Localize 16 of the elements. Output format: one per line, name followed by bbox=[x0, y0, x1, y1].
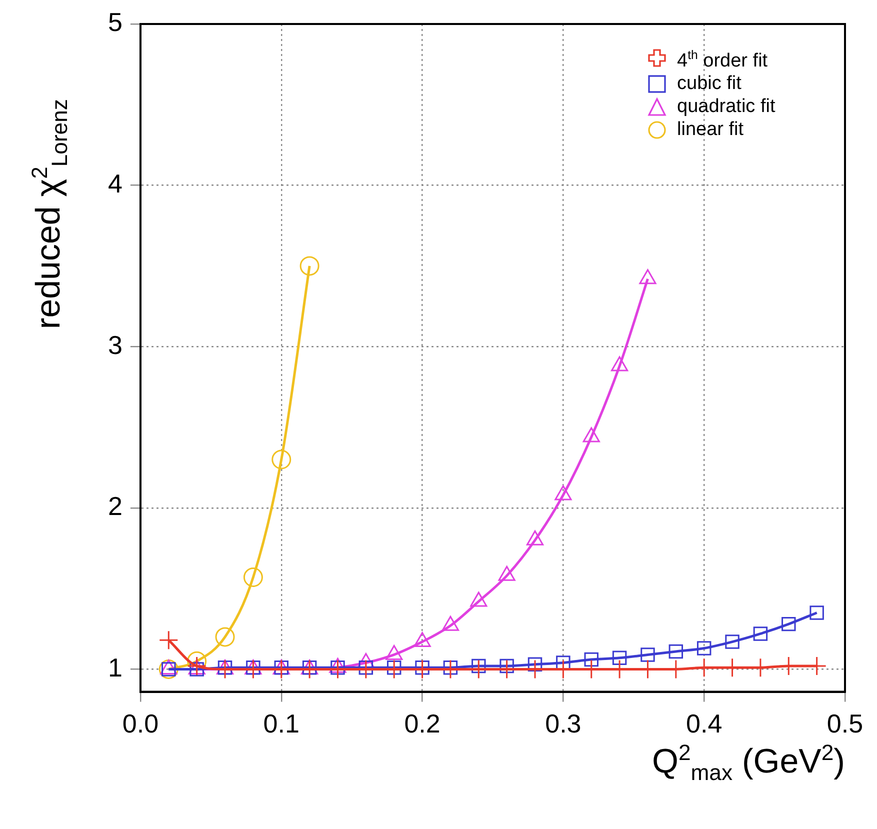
x-axis-title: Q$^{2}$$_{max}$ (GeV$^{2}$) bbox=[652, 740, 845, 786]
x-tick-label: 0.2 bbox=[404, 708, 440, 739]
x-tick-label: 0.0 bbox=[122, 708, 159, 739]
y-tick-label: 5 bbox=[108, 7, 122, 38]
legend-label: 4$^{th}$ order fit bbox=[677, 47, 768, 72]
y-tick-label: 1 bbox=[108, 652, 122, 682]
y-tick-label: 3 bbox=[108, 330, 122, 360]
x-tick-label: 0.5 bbox=[826, 708, 864, 739]
y-tick-label: 4 bbox=[108, 168, 122, 198]
legend-label: linear fit bbox=[677, 118, 744, 142]
y-tick-label: 2 bbox=[108, 491, 122, 522]
x-tick-label: 0.3 bbox=[545, 708, 582, 739]
x-tick-label: 0.4 bbox=[686, 708, 722, 739]
x-tick-label: 0.1 bbox=[263, 708, 300, 739]
legend-label: quadratic fit bbox=[677, 95, 776, 118]
legend-label: cubic fit bbox=[677, 72, 742, 96]
